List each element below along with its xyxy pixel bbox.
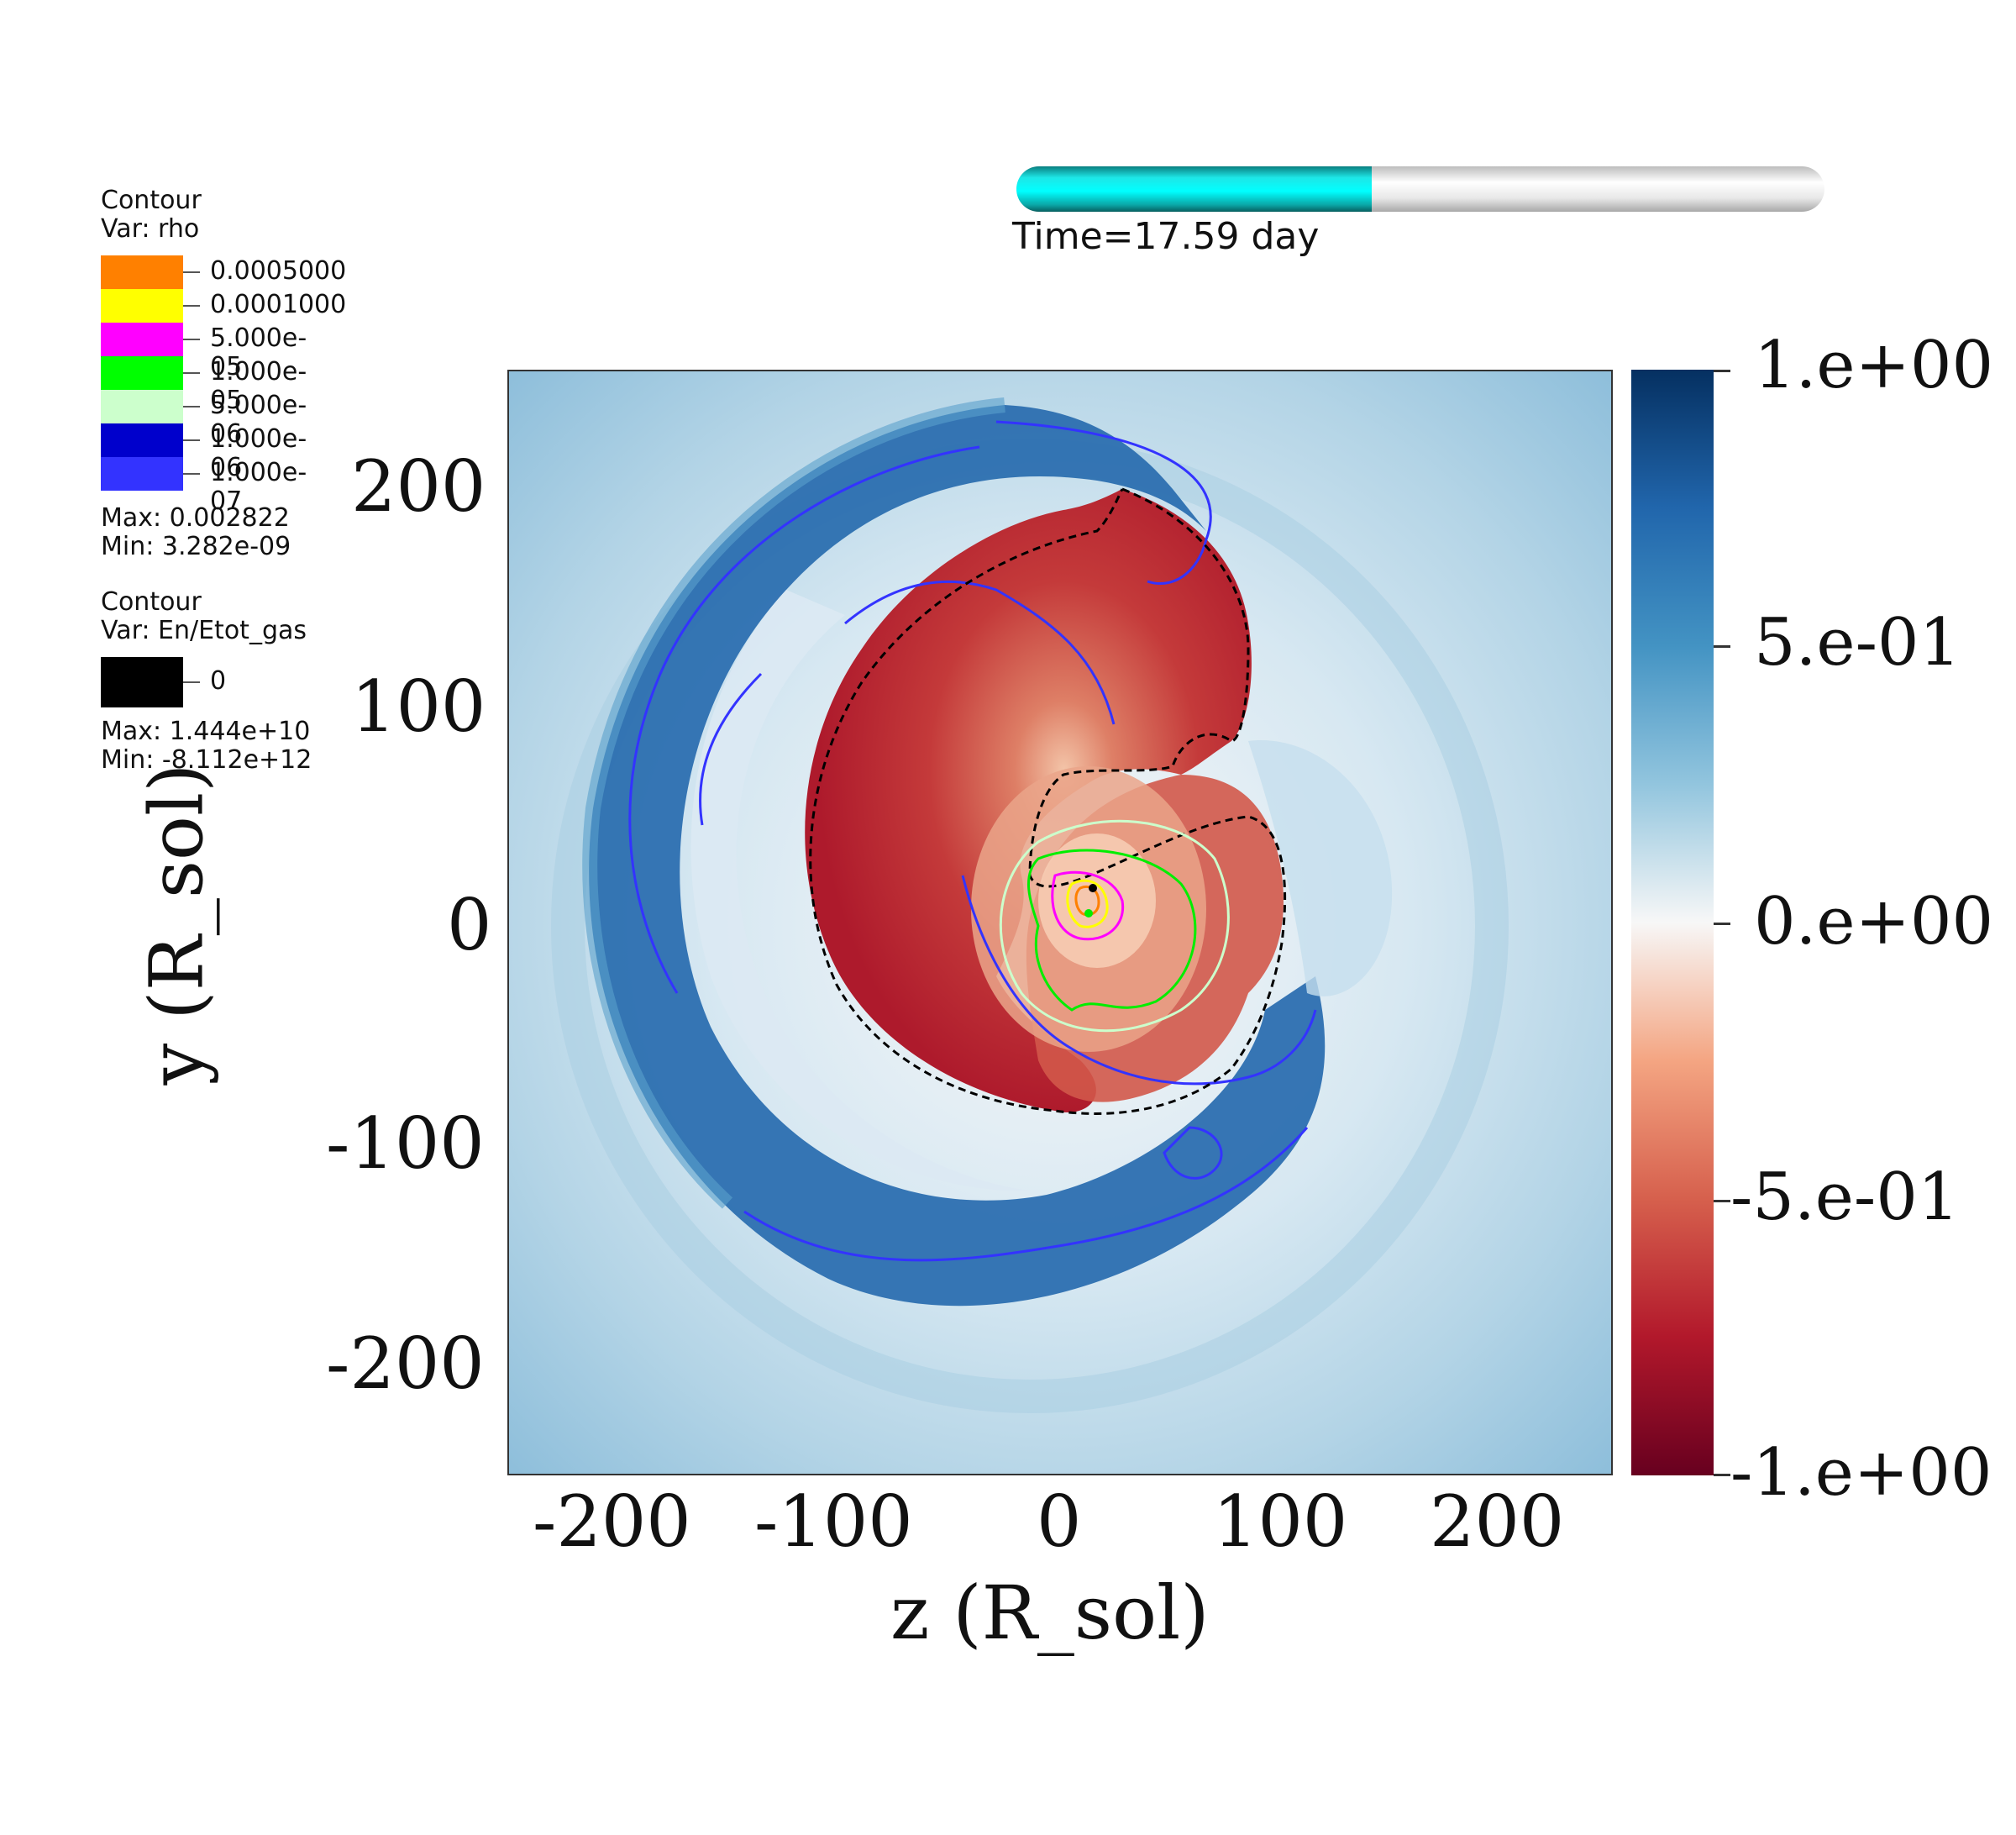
legend-rho-title: Contour (101, 186, 202, 215)
legend-label: 0.0005000 (210, 256, 347, 286)
x-tick-label: 200 (1430, 1480, 1565, 1563)
colorbar-tick (1714, 645, 1730, 648)
legend-rho-min: Min: 3.282e-09 (101, 532, 291, 561)
legend-row: 5.000e-06 (101, 390, 307, 449)
time-label: Time=17.59 day (1012, 215, 1320, 258)
legend-row: 0.0005000 (101, 255, 346, 289)
legend-energy-var: Var: En/Etot_gas (101, 616, 307, 645)
colorbar (1631, 370, 1714, 1475)
legend-label: 1.000e-05 (210, 357, 307, 415)
x-tick-label: -200 (533, 1480, 691, 1563)
y-tick-label: 100 (351, 665, 486, 748)
legend-energy-min: Min: -8.112e+12 (101, 745, 312, 775)
legend-label: 0 (210, 666, 227, 696)
legend-energy-max: Max: 1.444e+10 (101, 717, 311, 746)
colorbar-tick (1714, 1200, 1730, 1202)
colorbar-label: 1.e+00 (1754, 328, 1994, 403)
simulation-plot (507, 370, 1613, 1475)
colorbar-label: -1.e+00 (1730, 1435, 1992, 1511)
legend-row: 0.0001000 (101, 289, 346, 323)
swatch-blue (101, 457, 183, 491)
swatch-yellow (101, 289, 183, 323)
swatch-orange (101, 255, 183, 289)
legend-label: 5.000e-06 (210, 391, 307, 449)
legend-rho-var: Var: rho (101, 214, 200, 244)
time-progress-bar (1016, 166, 1824, 212)
y-tick-label: 200 (351, 445, 486, 528)
legend-row: 5.000e-05 (101, 323, 307, 381)
swatch-magenta (101, 323, 183, 356)
y-axis-title: y (R_sol) (133, 763, 220, 1086)
colorbar-tick (1714, 923, 1730, 925)
x-axis-title: z (R_sol) (890, 1569, 1210, 1656)
legend-rho: Contour Var: rho 0.0005000 0.0001000 5.0… (101, 186, 346, 561)
legend-row: 0 (101, 657, 312, 707)
colorbar-label: 5.e-01 (1754, 605, 1961, 681)
legend-label: 1.000e-06 (210, 424, 307, 482)
legend-row: 1.000e-07 (101, 457, 307, 516)
colorbar-label: -5.e-01 (1730, 1159, 1960, 1235)
colorbar-tick (1714, 1474, 1730, 1476)
legend-label: 5.000e-05 (210, 323, 307, 381)
legend-energy-title: Contour (101, 587, 202, 617)
swatch-darkblue (101, 423, 183, 457)
y-tick-label: -200 (326, 1322, 485, 1405)
legend-energy: Contour Var: En/Etot_gas 0 Max: 1.444e+1… (101, 588, 312, 775)
colorbar-label: 0.e+00 (1754, 884, 1994, 960)
legend-label: 1.000e-07 (210, 458, 307, 516)
legend-label: 0.0001000 (210, 290, 347, 319)
x-tick-label: 100 (1213, 1480, 1348, 1563)
x-tick-label: 0 (1037, 1480, 1082, 1563)
colorbar-tick (1714, 370, 1730, 372)
legend-rho-max: Max: 0.002822 (101, 503, 290, 533)
swatch-lightgreen (101, 390, 183, 423)
legend-row: 1.000e-05 (101, 356, 307, 415)
swatch-green (101, 356, 183, 390)
y-tick-label: -100 (326, 1102, 485, 1185)
legend-row: 1.000e-06 (101, 423, 307, 482)
swatch-black (101, 657, 183, 707)
plot-image (509, 371, 1611, 1474)
x-tick-label: -100 (754, 1480, 913, 1563)
y-tick-label: 0 (447, 884, 492, 966)
time-progress-fill (1016, 166, 1373, 212)
